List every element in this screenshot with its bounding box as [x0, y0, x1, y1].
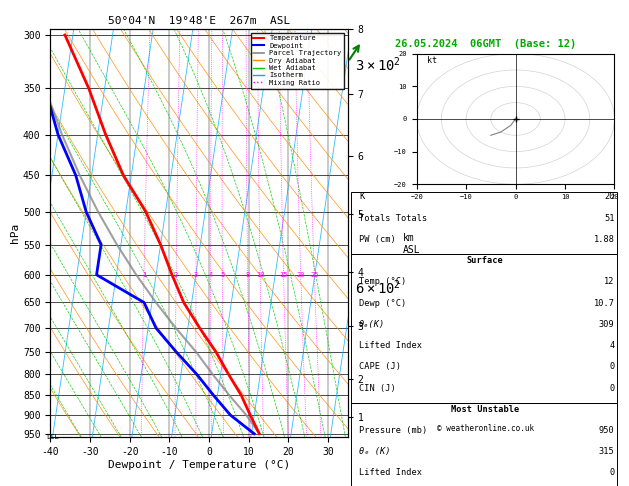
- Text: 4: 4: [610, 341, 615, 350]
- Text: 4: 4: [208, 272, 213, 278]
- Text: 3: 3: [194, 272, 198, 278]
- Text: Surface: Surface: [467, 256, 504, 265]
- Y-axis label: km
ASL: km ASL: [403, 233, 420, 255]
- Text: 8: 8: [245, 272, 250, 278]
- Text: Lifted Index: Lifted Index: [359, 469, 422, 477]
- Text: Pressure (mb): Pressure (mb): [359, 426, 427, 435]
- Text: 10.7: 10.7: [594, 298, 615, 308]
- Text: 20: 20: [296, 272, 305, 278]
- Text: θₑ(K): θₑ(K): [359, 320, 385, 329]
- Text: 1.88: 1.88: [594, 235, 615, 244]
- Text: Totals Totals: Totals Totals: [359, 214, 427, 223]
- Text: 309: 309: [599, 320, 615, 329]
- Text: θₑ (K): θₑ (K): [359, 447, 391, 456]
- Text: Most Unstable: Most Unstable: [451, 405, 520, 414]
- Text: 51: 51: [604, 214, 615, 223]
- Text: © weatheronline.co.uk: © weatheronline.co.uk: [437, 424, 534, 434]
- Text: 25: 25: [310, 272, 319, 278]
- Text: 0: 0: [610, 383, 615, 393]
- Text: 0: 0: [610, 362, 615, 371]
- Legend: Temperature, Dewpoint, Parcel Trajectory, Dry Adiabat, Wet Adiabat, Isotherm, Mi: Temperature, Dewpoint, Parcel Trajectory…: [251, 33, 345, 88]
- Title: 50°04'N  19°48'E  267m  ASL: 50°04'N 19°48'E 267m ASL: [108, 16, 290, 26]
- Text: 20: 20: [604, 192, 615, 202]
- Text: 5: 5: [220, 272, 225, 278]
- Text: Temp (°C): Temp (°C): [359, 278, 406, 286]
- Text: 315: 315: [599, 447, 615, 456]
- Text: CIN (J): CIN (J): [359, 383, 396, 393]
- Text: LCL: LCL: [47, 434, 59, 440]
- Text: Lifted Index: Lifted Index: [359, 341, 422, 350]
- Y-axis label: hPa: hPa: [10, 223, 20, 243]
- Text: 0: 0: [610, 469, 615, 477]
- Text: 1: 1: [142, 272, 146, 278]
- X-axis label: Dewpoint / Temperature (°C): Dewpoint / Temperature (°C): [108, 460, 290, 470]
- Text: PW (cm): PW (cm): [359, 235, 396, 244]
- Text: 26.05.2024  06GMT  (Base: 12): 26.05.2024 06GMT (Base: 12): [395, 39, 576, 50]
- Text: 12: 12: [604, 278, 615, 286]
- Text: 950: 950: [599, 426, 615, 435]
- Text: K: K: [359, 192, 364, 202]
- Text: 10: 10: [256, 272, 264, 278]
- Text: Dewp (°C): Dewp (°C): [359, 298, 406, 308]
- Text: CAPE (J): CAPE (J): [359, 362, 401, 371]
- Text: 2: 2: [174, 272, 178, 278]
- Text: 15: 15: [279, 272, 288, 278]
